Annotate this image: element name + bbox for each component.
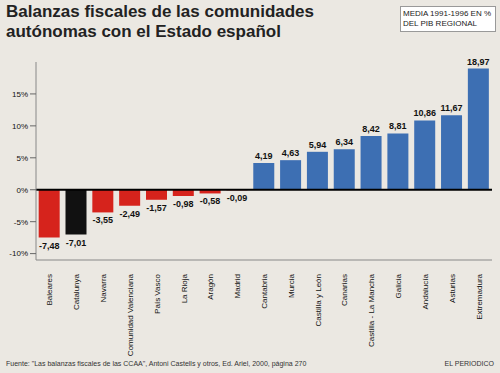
svg-text:4,63: 4,63: [282, 148, 300, 158]
svg-text:8,42: 8,42: [362, 124, 380, 134]
svg-text:6,34: 6,34: [335, 137, 353, 147]
svg-text:Aragón: Aragón: [206, 274, 215, 300]
svg-text:-0,09: -0,09: [227, 193, 248, 203]
svg-text:Castilla y León: Castilla y León: [314, 274, 323, 326]
svg-text:5,94: 5,94: [309, 140, 327, 150]
html-text:EL PERIODICO: EL PERIODICO: [444, 360, 494, 367]
svg-text:-0,58: -0,58: [200, 196, 221, 206]
svg-text:Madrid: Madrid: [233, 274, 242, 298]
svg-text:Baleares: Baleares: [45, 274, 54, 306]
svg-text:-3,55: -3,55: [93, 215, 114, 225]
svg-text:La Rioja: La Rioja: [180, 273, 189, 303]
svg-text:Asturias: Asturias: [448, 274, 457, 303]
svg-text:-10%: -10%: [9, 249, 28, 258]
svg-text:Comunidad Valenciana: Comunidad Valenciana: [126, 273, 135, 356]
svg-text:País Vasco: País Vasco: [153, 273, 162, 313]
svg-text:11,67: 11,67: [441, 103, 463, 113]
svg-text:8,81: 8,81: [389, 121, 407, 131]
svg-text:-5%: -5%: [14, 218, 28, 227]
svg-text:Cantabria: Cantabria: [260, 273, 269, 308]
svg-text:-7,48: -7,48: [39, 241, 60, 251]
svg-text:5%: 5%: [16, 154, 28, 163]
html-text:Balanzas fiscales de las comun: Balanzas fiscales de las comunidades aut…: [6, 2, 314, 41]
html-text:Fuente: "Las balanzas fiscales: Fuente: "Las balanzas fiscales de las CC…: [6, 360, 307, 367]
svg-text:Extremadura: Extremadura: [475, 273, 484, 319]
svg-text:-0,98: -0,98: [173, 199, 194, 209]
svg-text:-1,57: -1,57: [146, 203, 167, 213]
svg-text:Galicia: Galicia: [394, 273, 403, 298]
svg-text:0%: 0%: [16, 186, 28, 195]
svg-text:-7,01: -7,01: [66, 238, 87, 248]
svg-text:4,19: 4,19: [255, 151, 273, 161]
svg-text:10,86: 10,86: [413, 108, 436, 118]
svg-text:18,97: 18,97: [467, 57, 490, 67]
svg-text:Andalucía: Andalucía: [421, 273, 430, 309]
svg-text:Canarias: Canarias: [340, 274, 349, 306]
svg-text:Castilla - La Mancha: Castilla - La Mancha: [367, 273, 376, 346]
svg-text:-2,49: -2,49: [119, 209, 140, 219]
svg-text:Catalunya: Catalunya: [72, 273, 81, 310]
svg-text:Murcia: Murcia: [287, 273, 296, 298]
svg-text:15%: 15%: [12, 90, 28, 99]
html-text:MEDIA 1991-1996 EN % DEL PIB R: MEDIA 1991-1996 EN % DEL PIB REGIONAL: [403, 9, 491, 28]
svg-text:10%: 10%: [12, 122, 28, 131]
svg-text:Navarra: Navarra: [99, 273, 108, 302]
